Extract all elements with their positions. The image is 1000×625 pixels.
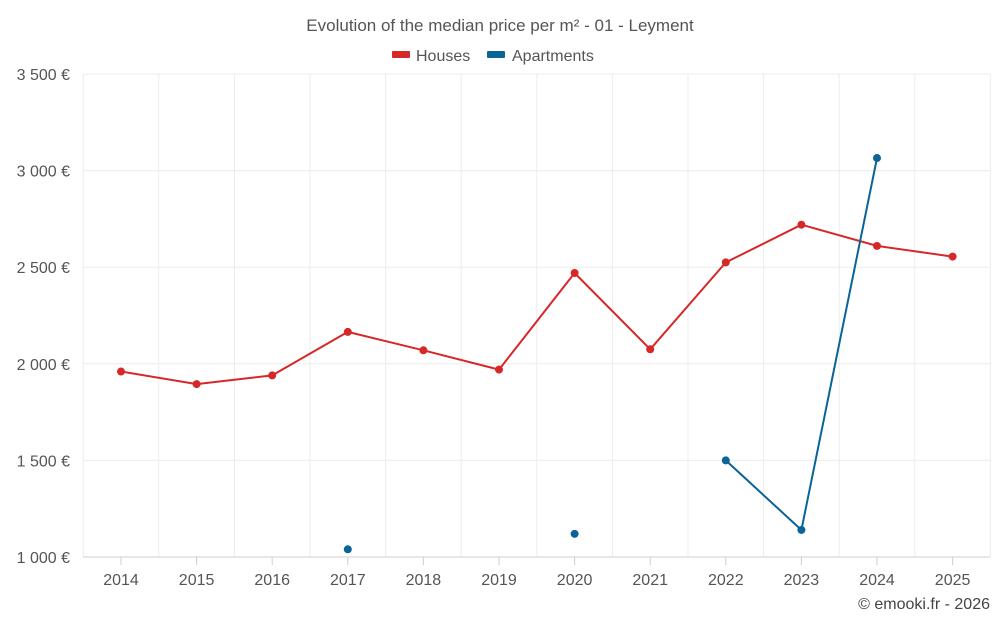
data-point-apartments[interactable]	[873, 154, 881, 163]
x-tick-label: 2014	[103, 572, 139, 589]
legend-swatch-houses	[392, 51, 410, 58]
x-tick-label: 2023	[784, 572, 820, 589]
x-tick-label: 2018	[406, 572, 442, 589]
series	[117, 154, 957, 554]
legend-swatch-apartments	[487, 51, 505, 58]
x-tick-label: 2022	[708, 572, 744, 589]
y-tick-label: 2 500 €	[17, 260, 70, 277]
data-point-houses[interactable]	[948, 252, 957, 261]
grid	[82, 73, 991, 557]
data-point-houses[interactable]	[192, 380, 201, 389]
data-point-houses[interactable]	[268, 371, 277, 380]
y-tick-label: 3 000 €	[17, 164, 70, 181]
legend-label-apartments[interactable]: Apartments	[512, 48, 594, 65]
x-axis-ticks: 2014 2015 2016 2017 2018 2019 2020 2021 2022 2023…	[103, 557, 970, 589]
data-point-houses[interactable]	[646, 345, 655, 354]
y-tick-label: 1 000 €	[17, 550, 70, 567]
data-point-apartments[interactable]	[797, 525, 806, 534]
data-point-houses[interactable]	[343, 327, 352, 336]
data-point-houses[interactable]	[873, 241, 881, 250]
y-tick-label: 3 500 €	[17, 67, 70, 84]
data-point-houses[interactable]	[419, 346, 428, 355]
x-tick-label: 2016	[254, 572, 290, 589]
x-tick-label: 2024	[859, 572, 895, 589]
data-point-apartments[interactable]	[721, 456, 730, 465]
data-point-houses[interactable]	[117, 367, 125, 376]
y-tick-label: 2 000 €	[17, 357, 70, 374]
x-tick-label: 2020	[557, 572, 593, 589]
y-tick-label: 1 500 €	[17, 453, 70, 470]
legend-label-houses[interactable]: Houses	[416, 48, 470, 65]
series-line-houses	[120, 223, 953, 386]
x-tick-label: 2019	[481, 572, 517, 589]
y-axis-ticks: 1 000 € 1 500 € 2 000 € 2 500 € 3 000 € 3 500…	[17, 67, 70, 567]
data-point-houses[interactable]	[797, 220, 806, 229]
data-point-houses[interactable]	[570, 268, 579, 277]
chart-title: Evolution of the median price per m² - 0…	[306, 16, 694, 35]
x-tick-label: 2021	[632, 572, 668, 589]
data-point-houses[interactable]	[721, 258, 730, 267]
data-point-houses[interactable]	[495, 365, 503, 374]
x-tick-label: 2025	[935, 572, 971, 589]
legend: Houses Apartments	[392, 48, 594, 65]
data-point-apartments[interactable]	[570, 529, 579, 538]
x-tick-label: 2015	[179, 572, 215, 589]
series-line-apartments	[725, 157, 878, 531]
x-tick-label: 2017	[330, 572, 366, 589]
credit-text: © emooki.fr - 2026	[858, 596, 990, 613]
data-point-apartments[interactable]	[343, 545, 352, 554]
